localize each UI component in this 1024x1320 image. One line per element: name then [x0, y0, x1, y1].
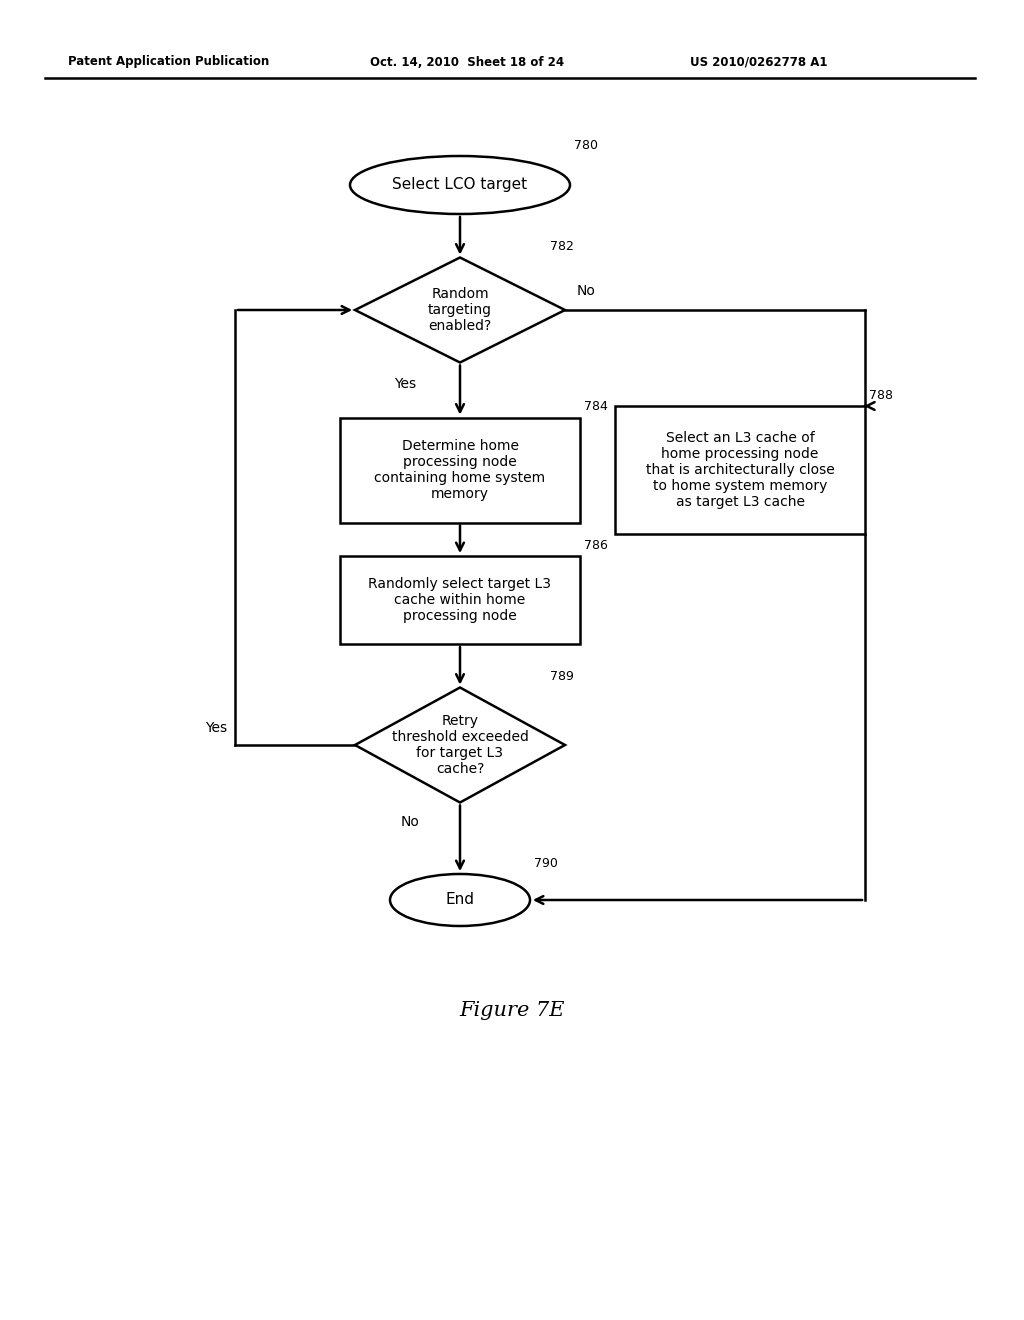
Text: 780: 780	[574, 139, 598, 152]
Ellipse shape	[350, 156, 570, 214]
Text: No: No	[400, 814, 420, 829]
Polygon shape	[355, 688, 565, 803]
Text: 788: 788	[869, 389, 893, 403]
Text: Retry
threshold exceeded
for target L3
cache?: Retry threshold exceeded for target L3 c…	[391, 714, 528, 776]
Text: Patent Application Publication: Patent Application Publication	[68, 55, 269, 69]
Text: Random
targeting
enabled?: Random targeting enabled?	[428, 286, 492, 333]
Text: Select LCO target: Select LCO target	[392, 177, 527, 193]
Text: End: End	[445, 892, 474, 908]
Text: Figure 7E: Figure 7E	[459, 1001, 565, 1019]
Text: Randomly select target L3
cache within home
processing node: Randomly select target L3 cache within h…	[369, 577, 552, 623]
FancyBboxPatch shape	[340, 556, 580, 644]
Text: Determine home
processing node
containing home system
memory: Determine home processing node containin…	[375, 438, 546, 502]
Text: 782: 782	[550, 240, 573, 253]
FancyBboxPatch shape	[615, 407, 865, 535]
Polygon shape	[355, 257, 565, 363]
Text: US 2010/0262778 A1: US 2010/0262778 A1	[690, 55, 827, 69]
Text: Yes: Yes	[205, 721, 227, 735]
Text: Yes: Yes	[394, 376, 416, 391]
Text: 789: 789	[550, 671, 573, 684]
Ellipse shape	[390, 874, 530, 927]
Text: No: No	[577, 284, 596, 298]
Text: Oct. 14, 2010  Sheet 18 of 24: Oct. 14, 2010 Sheet 18 of 24	[370, 55, 564, 69]
Text: Select an L3 cache of
home processing node
that is architecturally close
to home: Select an L3 cache of home processing no…	[645, 430, 835, 510]
Text: 786: 786	[584, 539, 608, 552]
FancyBboxPatch shape	[340, 417, 580, 523]
Text: 784: 784	[584, 400, 608, 413]
Text: 790: 790	[534, 857, 558, 870]
